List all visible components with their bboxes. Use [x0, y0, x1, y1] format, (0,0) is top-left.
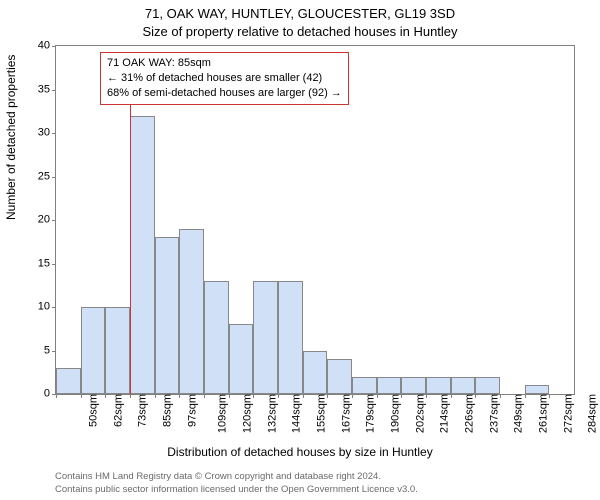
histogram-bar: [229, 324, 254, 394]
histogram-bar: [401, 377, 426, 394]
annotation-title: 71 OAK WAY: 85sqm: [107, 56, 342, 71]
histogram-bar: [475, 377, 500, 394]
histogram-bar: [105, 307, 130, 394]
x-tick-mark: [475, 394, 476, 398]
x-tick-mark: [401, 394, 402, 398]
chart-subtitle: Size of property relative to detached ho…: [0, 24, 600, 39]
x-tick-label: 50sqm: [87, 394, 100, 427]
x-tick-mark: [549, 394, 550, 398]
x-axis-label: Distribution of detached houses by size …: [0, 445, 600, 459]
x-tick-mark: [451, 394, 452, 398]
y-tick-mark: [52, 220, 56, 221]
histogram-bar: [303, 351, 328, 395]
x-tick-label: 132sqm: [265, 394, 278, 433]
x-tick-mark: [327, 394, 328, 398]
x-tick-label: 249sqm: [512, 394, 525, 433]
x-tick-mark: [105, 394, 106, 398]
histogram-bar: [56, 368, 81, 394]
histogram-bar: [278, 281, 303, 394]
x-tick-mark: [426, 394, 427, 398]
x-tick-label: 85sqm: [161, 394, 174, 427]
x-tick-mark: [278, 394, 279, 398]
histogram-bar: [327, 359, 352, 394]
x-tick-label: 226sqm: [463, 394, 476, 433]
x-tick-mark: [377, 394, 378, 398]
histogram-bar: [179, 229, 204, 394]
x-tick-mark: [525, 394, 526, 398]
y-axis-label: Number of detached properties: [4, 55, 18, 220]
x-tick-mark: [56, 394, 57, 398]
x-tick-label: 179sqm: [364, 394, 377, 433]
x-tick-mark: [229, 394, 230, 398]
histogram-bar: [377, 377, 402, 394]
y-tick-mark: [52, 90, 56, 91]
x-tick-label: 202sqm: [413, 394, 426, 433]
histogram-bar: [155, 237, 180, 394]
y-tick-mark: [52, 307, 56, 308]
histogram-bar: [204, 281, 229, 394]
histogram-bar: [253, 281, 278, 394]
property-annotation: 71 OAK WAY: 85sqm ← 31% of detached hous…: [100, 52, 349, 105]
x-tick-label: 167sqm: [339, 394, 352, 433]
chart-title: 71, OAK WAY, HUNTLEY, GLOUCESTER, GL19 3…: [0, 6, 600, 21]
histogram-bar: [426, 377, 451, 394]
histogram-bar: [525, 385, 550, 394]
property-marker-line: [130, 101, 131, 394]
x-tick-mark: [130, 394, 131, 398]
histogram-bar: [81, 307, 106, 394]
x-tick-mark: [81, 394, 82, 398]
x-tick-mark: [155, 394, 156, 398]
footer-line2: Contains public sector information licen…: [55, 484, 418, 496]
x-tick-mark: [352, 394, 353, 398]
x-tick-mark: [500, 394, 501, 398]
x-tick-label: 261sqm: [537, 394, 550, 433]
plot-area: 71 OAK WAY: 85sqm ← 31% of detached hous…: [55, 45, 575, 395]
x-tick-mark: [179, 394, 180, 398]
x-tick-label: 97sqm: [185, 394, 198, 427]
histogram-bar: [451, 377, 476, 394]
y-tick-mark: [52, 46, 56, 47]
histogram-bar: [352, 377, 377, 394]
x-tick-label: 272sqm: [561, 394, 574, 433]
x-tick-label: 109sqm: [216, 394, 229, 433]
x-tick-mark: [253, 394, 254, 398]
histogram-bar: [130, 116, 155, 394]
footer-attribution: Contains HM Land Registry data © Crown c…: [55, 471, 418, 496]
property-size-histogram: 71, OAK WAY, HUNTLEY, GLOUCESTER, GL19 3…: [0, 0, 600, 500]
x-tick-label: 120sqm: [241, 394, 254, 433]
x-tick-label: 144sqm: [290, 394, 303, 433]
y-tick-mark: [52, 351, 56, 352]
x-tick-label: 237sqm: [487, 394, 500, 433]
y-tick-mark: [52, 264, 56, 265]
annotation-larger: 68% of semi-detached houses are larger (…: [107, 86, 342, 101]
x-tick-label: 73sqm: [136, 394, 149, 427]
annotation-smaller: ← 31% of detached houses are smaller (42…: [107, 71, 342, 86]
x-tick-label: 62sqm: [111, 394, 124, 427]
x-tick-label: 190sqm: [389, 394, 402, 433]
footer-line1: Contains HM Land Registry data © Crown c…: [55, 471, 418, 483]
x-tick-label: 214sqm: [438, 394, 451, 433]
x-tick-mark: [303, 394, 304, 398]
x-tick-label: 155sqm: [315, 394, 328, 433]
y-tick-mark: [52, 133, 56, 134]
x-tick-label: 284sqm: [586, 394, 599, 433]
x-tick-mark: [204, 394, 205, 398]
y-tick-mark: [52, 177, 56, 178]
